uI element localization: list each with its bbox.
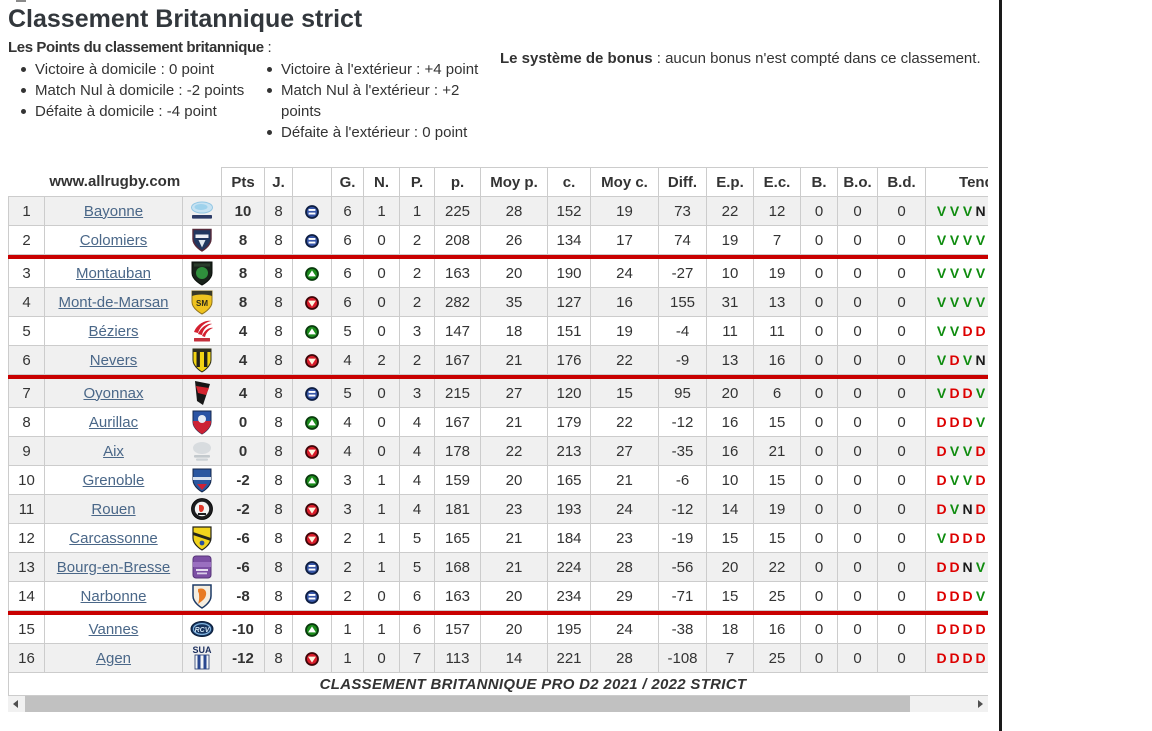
svg-text:RCV: RCV bbox=[195, 627, 211, 634]
svg-text:SUA: SUA bbox=[192, 645, 212, 655]
svg-text:SM: SM bbox=[196, 299, 208, 308]
